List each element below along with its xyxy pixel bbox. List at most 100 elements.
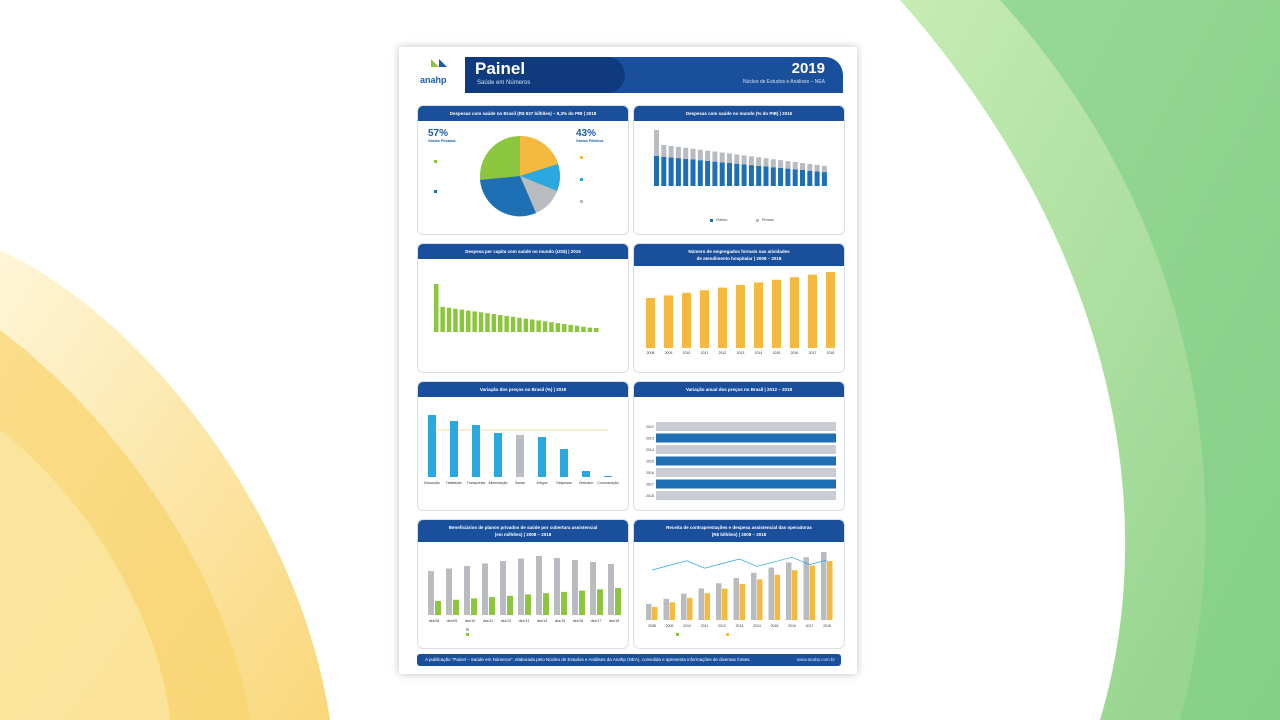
year-tick-label: 2011 [701,351,709,355]
world-bar-publico [778,167,784,186]
page-title: Painel [475,59,526,78]
beneficiarios-bar-medico [572,560,578,615]
panel-title: Despesas com saúde no Brasil (R$ 637 bil… [418,106,628,121]
receitas-bar-despesas [774,574,780,620]
receitas-bar-despesas [827,561,833,620]
beneficiarios-bar-odonto [543,593,549,615]
period-tick-label: dez/12 [501,619,512,623]
year-tick-label: 2011 [701,624,709,628]
pie-chart [434,136,583,217]
per-capita-bar [523,318,529,332]
world-bar-publico [807,170,813,186]
category-tick-label: Artigos [537,481,548,485]
year: 2019 [791,60,825,77]
period-tick-label: dez/15 [555,619,566,623]
receitas-bar-despesas [792,570,798,620]
year-tick-label: 2010 [683,351,691,355]
world-bar-privado [770,159,776,168]
empregados-bar [700,290,709,348]
panel-title-line2: de atendimento hospitalar | 2008 – 2018 [696,256,782,261]
year-tick-label: 2014 [755,351,763,355]
per-capita-bar [440,306,445,332]
year-tick-label: 2010 [683,624,691,628]
year-tick-label: 2015 [771,624,779,628]
per-capita-bar [562,324,567,332]
beneficiarios-bar-medico [446,568,452,615]
panel-receitas: Receita de contraprestações e despesa as… [633,519,845,649]
world-bar-publico [763,166,769,186]
beneficiarios-bar-medico [500,561,506,615]
world-bar-privado [690,148,696,160]
per-capita-bar [498,315,503,332]
category-tick-label: Habitação [446,481,462,485]
beneficiarios-bar-odonto [615,588,621,615]
header-title-area [465,57,625,93]
world-bar-publico [705,160,711,186]
year-tick-label: 2013 [737,351,745,355]
world-bar-publico [800,170,805,186]
receitas-bar-contraprestacoes [698,588,704,620]
world-bar-publico [734,163,740,186]
year-tick-label: 2017 [809,351,817,355]
anahp-logo-icon [431,59,447,67]
footer-url: www.anahp.com.br [796,657,835,662]
beneficiarios-bar-odonto [525,594,531,615]
world-bar-publico [661,156,667,186]
world-bar-privado [734,154,740,164]
world-bar-privado [763,158,769,167]
period-tick-label: dez/10 [465,619,476,623]
panel-title-line2: (R$ bilhões) | 2008 – 2018 [711,532,767,537]
world-bar-privado [661,144,667,157]
period-tick-label: dez/08 [429,619,440,623]
world-bar-privado [778,160,784,168]
table-row [656,456,836,466]
per-capita-bar [453,308,458,332]
year-tick-label: 2018 [823,624,831,628]
per-capita-bar [542,321,548,332]
world-bar-publico [756,165,762,186]
year-tick-label: 2013 [736,624,744,628]
world-bar-publico [683,158,689,186]
world-bar-publico [748,165,754,186]
category-tick-label: Alimentação [488,481,507,485]
table-row [656,422,836,431]
world-bar-publico [814,171,820,186]
per-capita-bar [504,315,509,332]
empregados-bar [718,287,727,348]
receitas-bar-contraprestacoes [768,567,774,620]
beneficiarios-bar-medico [518,558,524,615]
world-bar-publico [690,159,696,186]
legend-privado: Privado [762,218,774,222]
precos-bar [560,449,568,477]
world-bar-privado [712,151,718,162]
panel-title-line1: Número de empregados formais nas ativida… [688,249,790,254]
world-bar-publico [675,158,681,186]
per-capita-bar [568,324,573,332]
table-row-year: 2013 [646,437,654,441]
year-tick-label: 2008 [648,624,656,628]
world-bar-publico [770,167,776,186]
receitas-bar-despesas [669,602,675,620]
year-tick-label: 2014 [753,624,761,628]
empregados-bar [808,274,817,348]
world-bar-privado [814,164,820,172]
table-row-year: 2012 [646,425,654,429]
receitas-bar-despesas [652,607,658,620]
year-tick-label: 2016 [788,624,796,628]
world-bar-privado [705,150,711,161]
year-tick-label: 2009 [665,351,673,355]
category-tick-label: Comunicação [597,481,618,485]
per-capita-bar [594,328,599,332]
legend-publico: Público [716,218,728,222]
per-capita-bar [510,316,516,332]
world-bar-publico [654,156,659,186]
variacao-table: 2012 2013 2014 2015 2016 2017 2018 [646,422,836,500]
precos-bar-chart: Educação Habitação Transportes Alimentação S… [424,415,619,485]
period-tick-label: dez/18 [609,619,620,623]
empregados-bar [682,292,691,348]
table-row [656,491,836,500]
empregados-bar [826,272,835,348]
category-tick-label: Vestuário [579,481,594,485]
empregados-bar [772,279,781,348]
per-capita-bar [485,313,490,332]
